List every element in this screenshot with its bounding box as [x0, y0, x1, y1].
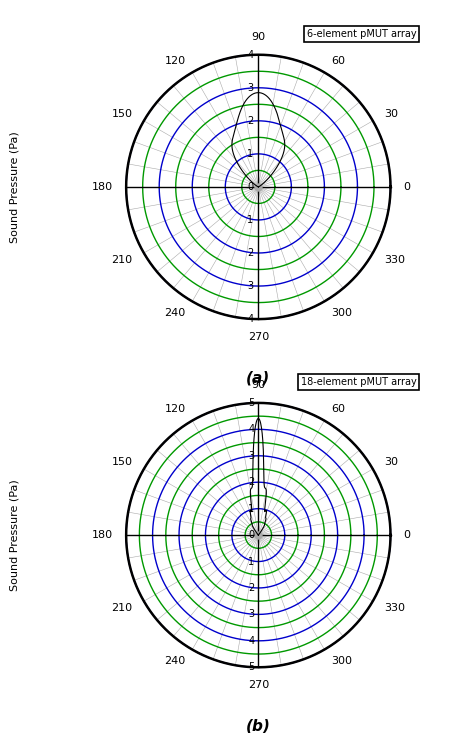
- Text: 4: 4: [247, 50, 254, 59]
- Text: 90: 90: [251, 32, 265, 42]
- Text: 1: 1: [248, 504, 255, 514]
- Text: 1: 1: [247, 149, 254, 159]
- Text: 270: 270: [248, 680, 269, 690]
- Text: 3: 3: [248, 609, 255, 619]
- Text: 210: 210: [111, 254, 132, 265]
- Text: 4: 4: [248, 636, 255, 646]
- Text: (b): (b): [246, 719, 271, 733]
- Text: 6-element pMUT array: 6-element pMUT array: [307, 29, 416, 39]
- Text: 4: 4: [247, 314, 254, 324]
- Text: 90: 90: [251, 380, 265, 390]
- Text: 4: 4: [248, 424, 255, 435]
- Text: 2: 2: [247, 116, 254, 126]
- Text: 1: 1: [248, 556, 255, 567]
- Text: 120: 120: [164, 404, 186, 414]
- Text: 3: 3: [247, 281, 254, 291]
- Text: 30: 30: [384, 457, 398, 468]
- Text: 180: 180: [92, 182, 113, 192]
- Text: 3: 3: [247, 83, 254, 93]
- Text: Sound Pressure (Pa): Sound Pressure (Pa): [9, 131, 19, 243]
- Text: 150: 150: [111, 457, 132, 468]
- Text: 0: 0: [248, 530, 255, 540]
- Text: 2: 2: [248, 583, 255, 593]
- Text: 240: 240: [164, 656, 186, 666]
- Text: 330: 330: [384, 254, 405, 265]
- Text: 0: 0: [247, 182, 254, 192]
- Text: 270: 270: [248, 332, 269, 342]
- Text: 3: 3: [248, 451, 255, 461]
- Text: 210: 210: [111, 603, 132, 613]
- Text: 60: 60: [331, 404, 345, 414]
- Text: 5: 5: [248, 398, 255, 408]
- Text: 30: 30: [384, 109, 398, 119]
- Text: 300: 300: [331, 308, 352, 318]
- Text: 1: 1: [247, 215, 254, 225]
- Text: 300: 300: [331, 656, 352, 666]
- Text: 180: 180: [92, 530, 113, 540]
- Text: 120: 120: [164, 56, 186, 66]
- Text: Sound Pressure (Pa): Sound Pressure (Pa): [9, 479, 19, 591]
- Text: 330: 330: [384, 603, 405, 613]
- Text: 18-element pMUT array: 18-element pMUT array: [301, 377, 416, 387]
- Text: (a): (a): [246, 371, 271, 386]
- Text: 150: 150: [111, 109, 132, 119]
- Text: 0: 0: [404, 530, 411, 540]
- Text: 2: 2: [248, 477, 255, 487]
- Text: 5: 5: [248, 663, 255, 672]
- Text: 60: 60: [331, 56, 345, 66]
- Text: 240: 240: [164, 308, 186, 318]
- Text: 0: 0: [404, 182, 411, 192]
- Text: 2: 2: [247, 248, 254, 258]
